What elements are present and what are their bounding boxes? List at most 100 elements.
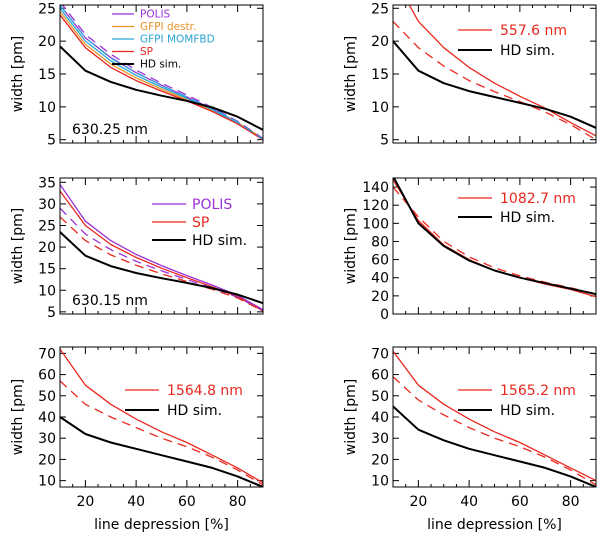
y-tick-label: 30	[371, 431, 389, 447]
x-tick-label: 60	[178, 494, 196, 510]
y-tick-label: 0	[380, 307, 389, 323]
legend-label: POLIS	[140, 9, 171, 21]
legend-label: HD sim.	[140, 59, 181, 71]
legend-label: 1565.2 nm	[500, 383, 576, 399]
y-tick-label: 5	[47, 305, 56, 321]
y-tick-label: 10	[371, 474, 389, 490]
series-line-557-6-nm-dashed	[393, 20, 596, 141]
y-tick-label: 30	[38, 431, 56, 447]
y-tick-label: 15	[38, 262, 56, 278]
legend-label: 1564.8 nm	[167, 383, 243, 399]
y-tick-label: 10	[38, 283, 56, 299]
series-line-557-6-nm-solid	[408, 5, 596, 137]
y-tick-label: 120	[362, 198, 389, 214]
y-tick-label: 5	[47, 133, 56, 149]
series-line-polis-dashed	[61, 5, 263, 139]
series-line-1564-8-nm-solid	[60, 348, 263, 484]
y-tick-label: 20	[371, 289, 389, 305]
y-tick-label: 20	[38, 452, 56, 468]
y-axis-label: width [pm]	[10, 36, 26, 113]
y-tick-label: 40	[371, 410, 389, 426]
y-axis-label: width [pm]	[343, 208, 359, 285]
y-tick-label: 60	[371, 253, 389, 269]
legend-label: SP	[140, 46, 153, 58]
y-axis-label: width [pm]	[10, 379, 26, 456]
series-line-hd-sim--solid	[60, 45, 263, 131]
x-tick-label: 80	[229, 494, 247, 510]
series-group	[60, 5, 263, 141]
y-tick-label: 140	[362, 180, 389, 196]
plot-frame	[392, 346, 597, 488]
y-tick-label: 40	[38, 410, 56, 426]
series-line-hd-sim--solid	[60, 416, 263, 487]
x-tick-label: 80	[562, 494, 580, 510]
series-line-hd-sim--solid	[393, 40, 596, 129]
legend-label: 1082.7 nm	[500, 191, 576, 207]
legend-label: SP	[192, 215, 209, 231]
series-group	[60, 348, 263, 487]
y-tick-label: 100	[362, 216, 389, 232]
y-axis-label: width [pm]	[343, 36, 359, 113]
y-tick-label: 15	[38, 67, 56, 83]
wavelength-annotation: 630.25 nm	[72, 122, 148, 138]
legend-label: HD sim.	[192, 233, 247, 249]
series-group	[393, 5, 596, 141]
y-axis-label: width [pm]	[10, 208, 26, 285]
legend-label: POLIS	[192, 197, 232, 213]
y-tick-label: 35	[38, 175, 56, 191]
y-tick-label: 40	[371, 271, 389, 287]
plot-frame	[59, 4, 264, 144]
legend-label: HD sim.	[500, 43, 555, 59]
series-line-sp-solid	[60, 14, 263, 141]
y-tick-label: 20	[38, 34, 56, 50]
series-line-hd-sim--solid	[393, 178, 596, 296]
series-line-1565-2-nm-solid	[393, 350, 596, 482]
x-tick-label: 40	[127, 494, 145, 510]
x-tick-label: 40	[460, 494, 478, 510]
panel-p3: 5 10 15 20 25 30 35 width [pm] 630.15 nm POLIS SP H…	[10, 175, 264, 321]
series-line-sp-dashed	[60, 216, 263, 312]
y-tick-label: 20	[371, 34, 389, 50]
series-group	[393, 350, 596, 487]
y-axis-label: width [pm]	[343, 379, 359, 456]
y-tick-label: 25	[38, 1, 56, 17]
y-tick-label: 50	[38, 389, 56, 405]
panel-p2: 5 10 15 20 25 width [pm] 557.6 nm HD sim.	[343, 1, 597, 149]
series-line-hd-sim--solid	[393, 405, 596, 487]
y-tick-label: 70	[38, 346, 56, 362]
x-tick-label: 60	[511, 494, 529, 510]
y-tick-label: 10	[38, 474, 56, 490]
series-line-hd-sim--solid	[60, 231, 263, 305]
y-tick-label: 20	[371, 452, 389, 468]
y-tick-label: 30	[38, 197, 56, 213]
x-tick-label: 20	[76, 494, 94, 510]
x-axis-label: line depression [%]	[94, 517, 229, 533]
y-tick-label: 10	[371, 100, 389, 116]
legend-label: GFPI MOMFBD	[140, 34, 215, 46]
series-line-polis-dashed	[60, 207, 263, 312]
legend-label: HD sim.	[500, 210, 555, 226]
legend-label: 557.6 nm	[500, 23, 567, 39]
series-group	[60, 184, 263, 312]
y-tick-label: 20	[38, 240, 56, 256]
plot-frame	[59, 177, 264, 315]
legend-label: GFPI destr.	[140, 21, 196, 33]
x-axis-label: line depression [%]	[427, 517, 562, 533]
legend-label: HD sim.	[500, 403, 555, 419]
panel-p5: 10 20 30 40 50 60 70 20 40 60 80 width [pm] line dep…	[10, 346, 264, 533]
y-tick-label: 50	[371, 389, 389, 405]
y-tick-label: 60	[38, 368, 56, 384]
y-tick-label: 70	[371, 346, 389, 362]
y-tick-label: 10	[38, 100, 56, 116]
series-line-gfpi-momfbd-dashed	[60, 5, 263, 140]
series-line-gfpi-momfbd-solid	[60, 7, 263, 141]
panel-p6: 10 20 30 40 50 60 70 20 40 60 80 width [pm] line dep…	[343, 346, 597, 533]
wavelength-annotation: 630.15 nm	[72, 293, 148, 309]
legend-label: HD sim.	[167, 403, 222, 419]
y-tick-label: 15	[371, 67, 389, 83]
series-group	[393, 178, 596, 298]
y-tick-label: 80	[371, 234, 389, 250]
